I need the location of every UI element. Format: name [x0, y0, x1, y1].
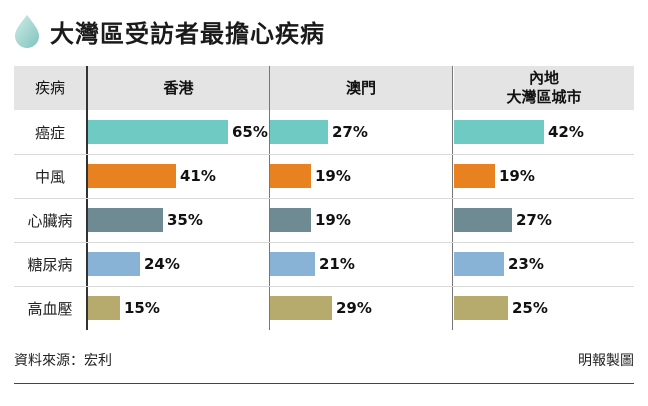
row-divider: [14, 154, 634, 155]
value-label-1-1: 65%: [232, 123, 268, 141]
value-label-2-3: 19%: [315, 211, 351, 229]
bar-3-5: [454, 296, 508, 320]
row-label-1: 癌症: [34, 123, 65, 142]
bar-2-3: [270, 208, 311, 232]
value-label-3-1: 42%: [548, 123, 584, 141]
row-divider: [14, 242, 634, 243]
bar-2-5: [270, 296, 332, 320]
value-label-2-1: 27%: [332, 123, 368, 141]
row-label-4: 糖尿病: [27, 255, 73, 274]
credit-note: 明報製圖: [578, 353, 634, 369]
header-cell-series-2: 澳門: [270, 66, 452, 110]
header-cell-disease: 疾病: [14, 66, 86, 110]
bar-1-4: [88, 252, 140, 276]
source-note: 資料來源：宏利: [14, 353, 112, 369]
value-label-1-2: 41%: [180, 167, 216, 185]
bar-3-3: [454, 208, 512, 232]
bar-3-1: [454, 120, 544, 144]
bottom-rule: [14, 383, 634, 384]
value-label-3-3: 27%: [516, 211, 552, 229]
value-label-1-3: 35%: [167, 211, 203, 229]
bar-1-1: [88, 120, 228, 144]
bar-2-1: [270, 120, 328, 144]
value-label-3-5: 25%: [512, 299, 548, 317]
header-cell-series-3: 內地 大灣區城市: [454, 66, 634, 110]
bar-3-4: [454, 252, 504, 276]
value-label-1-5: 15%: [124, 299, 160, 317]
value-label-3-4: 23%: [508, 255, 544, 273]
bar-2-4: [270, 252, 315, 276]
value-label-2-2: 19%: [315, 167, 351, 185]
value-label-2-4: 21%: [319, 255, 355, 273]
bar-1-5: [88, 296, 120, 320]
value-label-2-5: 29%: [336, 299, 372, 317]
row-label-3: 心臟病: [27, 211, 73, 230]
value-label-3-2: 19%: [499, 167, 535, 185]
row-divider: [14, 198, 634, 199]
bar-1-2: [88, 164, 176, 188]
header-cell-series-1: 香港: [88, 66, 269, 110]
row-divider: [14, 286, 634, 287]
bar-2-2: [270, 164, 311, 188]
bar-1-3: [88, 208, 163, 232]
row-label-2: 中風: [34, 167, 65, 186]
title-row: 大灣區受訪者最擔心疾病: [14, 10, 325, 52]
droplet-icon: [15, 15, 39, 48]
chart-title: 大灣區受訪者最擔心疾病: [50, 18, 325, 48]
value-label-1-4: 24%: [144, 255, 180, 273]
bar-3-2: [454, 164, 495, 188]
row-label-5: 高血壓: [27, 299, 73, 318]
